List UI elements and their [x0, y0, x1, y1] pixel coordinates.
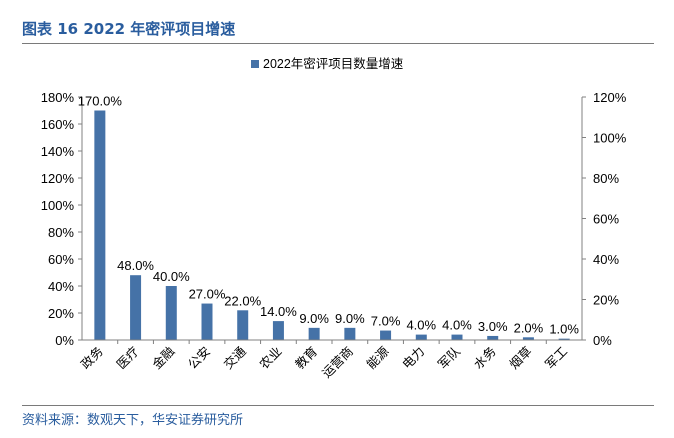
legend-label: 2022年密评项目数量增速 [263, 56, 404, 71]
x-category-label: 能源 [364, 344, 392, 372]
x-category-label: 军队 [435, 343, 464, 372]
left-y-axis: 0% 20% 40% 60% 80% 100% 120% 140% 160% 180% [41, 90, 83, 348]
bar-value-label: 170.0% [78, 94, 123, 109]
left-tick-label: 80% [48, 225, 74, 240]
bar [380, 330, 392, 340]
right-tick-label: 120% [593, 90, 627, 105]
x-category-label: 公安 [185, 344, 213, 372]
bar-value-label: 40.0% [153, 269, 190, 284]
top-divider [22, 43, 654, 44]
bar [94, 110, 106, 340]
bar-series [94, 110, 570, 340]
left-tick-label: 120% [41, 171, 75, 186]
right-tick-label: 20% [593, 293, 619, 308]
bar [558, 338, 570, 340]
left-tick-label: 140% [41, 144, 75, 159]
right-tick-label: 100% [593, 131, 627, 146]
bar-value-label: 2.0% [514, 320, 544, 335]
x-category-label: 军工 [543, 344, 571, 372]
figure-title: 图表 16 2022 年密评项目增速 [22, 20, 236, 38]
x-category-label: 金融 [149, 343, 178, 372]
left-tick-label: 60% [48, 252, 74, 267]
legend-swatch [251, 60, 259, 68]
bar-value-label: 48.0% [117, 258, 154, 273]
bar-value-label: 14.0% [260, 304, 297, 319]
right-y-axis: 0% 20% 40% 60% 80% 100% 120% [581, 90, 627, 348]
left-tick-label: 160% [41, 117, 75, 132]
bar-value-label: 3.0% [478, 319, 508, 334]
bar [344, 327, 356, 340]
left-tick-label: 100% [41, 198, 75, 213]
x-category-label: 农业 [257, 344, 285, 372]
bar [272, 321, 284, 340]
bar-value-label: 4.0% [442, 318, 472, 333]
right-tick-label: 80% [593, 171, 619, 186]
bar-value-label: 1.0% [549, 322, 579, 337]
right-tick-label: 60% [593, 212, 619, 227]
left-tick-label: 0% [55, 333, 74, 348]
x-category-label: 运营商 [319, 344, 356, 381]
x-category-label: 政务 [78, 344, 106, 372]
right-tick-label: 40% [593, 252, 619, 267]
left-tick-label: 180% [41, 90, 75, 105]
x-category-label: 交通 [221, 343, 250, 372]
bar-value-label: 22.0% [224, 293, 261, 308]
left-tick-label: 20% [48, 306, 74, 321]
bar [165, 286, 177, 340]
x-category-label: 教育 [292, 344, 320, 372]
bar [308, 327, 320, 340]
bar-value-label: 9.0% [335, 311, 365, 326]
bar-value-label: 27.0% [189, 287, 226, 302]
x-category-label: 水务 [471, 344, 499, 372]
x-axis: 政务 医疗 金融 公安 交通 农业 教育 运营商 能源 电力 军队 水务 烟草 军工 [78, 339, 582, 381]
bar [487, 335, 499, 340]
bar [130, 275, 142, 340]
bar [237, 310, 249, 340]
x-category-label: 烟草 [507, 344, 535, 372]
data-labels: 170.0%48.0%40.0%27.0%22.0%14.0% 9.0% 9.0% 7… [78, 94, 580, 337]
x-category-label: 医疗 [114, 344, 142, 372]
bar [201, 303, 213, 340]
bar-value-label: 9.0% [299, 311, 329, 326]
chart-legend: 2022年密评项目数量增速 [251, 56, 404, 71]
left-tick-label: 40% [48, 279, 74, 294]
bottom-divider [22, 405, 654, 406]
bar [415, 334, 427, 340]
bar-value-label: 7.0% [371, 314, 401, 329]
figure-source: 资料来源：数观天下，华安证券研究所 [22, 413, 244, 428]
x-category-label: 电力 [400, 344, 428, 372]
right-tick-label: 0% [593, 333, 612, 348]
bar [522, 337, 534, 340]
bar [451, 334, 463, 340]
bar-value-label: 4.0% [406, 318, 436, 333]
